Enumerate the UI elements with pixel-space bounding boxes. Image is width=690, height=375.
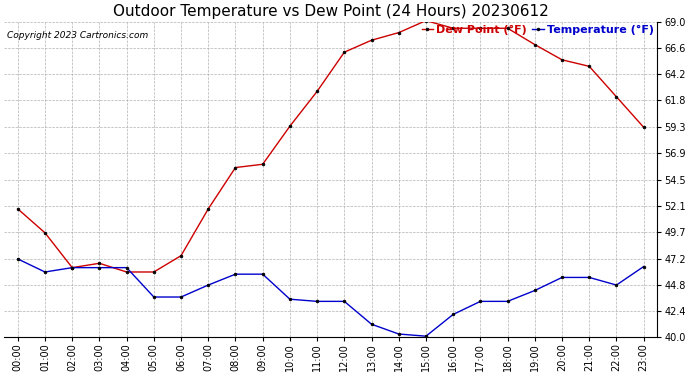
Temperature (°F)	[612, 283, 620, 287]
Dew Point (°F)	[395, 30, 403, 35]
Legend: Dew Point (°F), Temperature (°F): Dew Point (°F), Temperature (°F)	[422, 25, 654, 35]
Temperature (°F)	[395, 332, 403, 336]
Dew Point (°F)	[640, 125, 648, 129]
Temperature (°F)	[204, 283, 213, 287]
Dew Point (°F)	[204, 207, 213, 211]
Temperature (°F)	[449, 312, 457, 316]
Dew Point (°F)	[150, 270, 158, 274]
Dew Point (°F)	[558, 57, 566, 62]
Temperature (°F)	[531, 288, 539, 293]
Dew Point (°F)	[449, 26, 457, 30]
Dew Point (°F)	[177, 254, 185, 258]
Temperature (°F)	[286, 297, 294, 302]
Temperature (°F)	[558, 275, 566, 280]
Dew Point (°F)	[504, 26, 512, 30]
Dew Point (°F)	[123, 270, 131, 274]
Temperature (°F)	[259, 272, 267, 276]
Line: Temperature (°F): Temperature (°F)	[15, 256, 647, 339]
Dew Point (°F)	[41, 231, 49, 235]
Dew Point (°F)	[313, 89, 322, 94]
Temperature (°F)	[504, 299, 512, 304]
Dew Point (°F)	[95, 261, 104, 266]
Dew Point (°F)	[531, 42, 539, 47]
Temperature (°F)	[340, 299, 348, 304]
Temperature (°F)	[422, 334, 430, 339]
Dew Point (°F)	[422, 18, 430, 23]
Temperature (°F)	[41, 270, 49, 274]
Temperature (°F)	[14, 256, 22, 261]
Dew Point (°F)	[367, 38, 375, 42]
Dew Point (°F)	[612, 94, 620, 99]
Temperature (°F)	[313, 299, 322, 304]
Temperature (°F)	[68, 266, 77, 270]
Dew Point (°F)	[68, 266, 77, 270]
Line: Dew Point (°F): Dew Point (°F)	[15, 18, 647, 275]
Text: Copyright 2023 Cartronics.com: Copyright 2023 Cartronics.com	[8, 31, 148, 40]
Temperature (°F)	[177, 295, 185, 299]
Temperature (°F)	[476, 299, 484, 304]
Dew Point (°F)	[259, 162, 267, 166]
Dew Point (°F)	[476, 26, 484, 30]
Dew Point (°F)	[231, 165, 239, 170]
Temperature (°F)	[585, 275, 593, 280]
Dew Point (°F)	[340, 50, 348, 54]
Dew Point (°F)	[585, 64, 593, 69]
Temperature (°F)	[150, 295, 158, 299]
Temperature (°F)	[367, 322, 375, 327]
Temperature (°F)	[95, 266, 104, 270]
Title: Outdoor Temperature vs Dew Point (24 Hours) 20230612: Outdoor Temperature vs Dew Point (24 Hou…	[113, 4, 549, 19]
Temperature (°F)	[231, 272, 239, 276]
Dew Point (°F)	[14, 207, 22, 211]
Temperature (°F)	[640, 264, 648, 269]
Dew Point (°F)	[286, 124, 294, 128]
Temperature (°F)	[123, 266, 131, 270]
